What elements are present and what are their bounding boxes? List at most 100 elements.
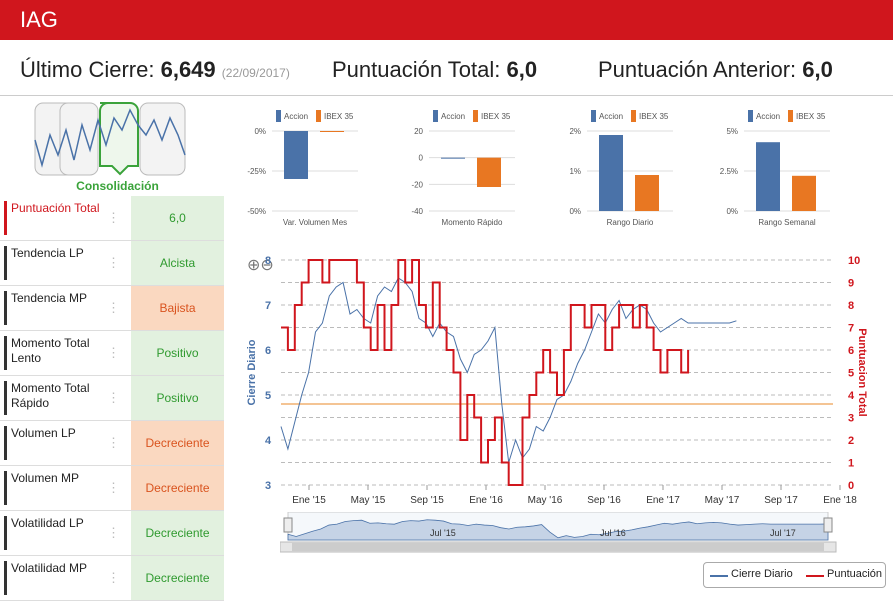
tick-label: 2.5% (720, 167, 738, 176)
legend-score[interactable]: Puntuación (827, 568, 883, 580)
main-chart: 0 1 2 3 4 5 6 7 8 9 10 3 4 5 6 7 8 Ene '15 May '15 Sep '15 E… (246, 255, 868, 505)
x-tick: Sep '17 (764, 495, 798, 505)
bar-ibex (792, 175, 816, 211)
legend-accion: Accion (599, 112, 623, 121)
indicator-value: Alcista (131, 241, 224, 285)
bar-accion (599, 135, 623, 211)
mini-chart-volume: Accion IBEX 35 0% -25% -50% Var. Volumen Mes (247, 110, 358, 227)
bar-ibex (320, 131, 344, 132)
info-icon[interactable]: ⋮ (107, 345, 120, 360)
indicator-label: Puntuación Total (4, 201, 104, 235)
legend-close[interactable]: Cierre Diario (731, 568, 793, 580)
indicator-row: Volatilidad LP ⋮ Decreciente (0, 511, 224, 556)
mini-chart-title: Rango Semanal (758, 218, 816, 227)
info-icon[interactable]: ⋮ (107, 255, 120, 270)
x-tick: May '17 (705, 495, 740, 505)
page-title: IAG (20, 7, 58, 32)
scrollbar-thumb (292, 543, 824, 551)
indicator-row: Volumen MP ⋮ Decreciente (0, 466, 224, 511)
y-axis-title: Cierre Diario (246, 339, 258, 405)
tick-label: 0% (569, 207, 581, 216)
x-tick: Sep '15 (410, 495, 444, 505)
legend-swatch-accion (433, 110, 438, 122)
info-icon[interactable]: ⋮ (107, 435, 120, 450)
tick-label: -20 (411, 180, 423, 189)
tick-label: 0% (726, 207, 738, 216)
y2-tick: 6 (848, 345, 854, 357)
tick-label: 5% (726, 127, 738, 136)
legend-line-close (710, 575, 728, 577)
y2-tick: 10 (848, 255, 860, 267)
indicator-label: Tendencia LP (4, 246, 104, 280)
legend-swatch-ibex (788, 110, 793, 122)
tick-label: 0% (254, 127, 266, 136)
indicator-label: Momento Total Lento (4, 336, 104, 370)
y2-tick: 5 (848, 368, 854, 380)
indicator-row: Momento Total Rápido ⋮ Positivo (0, 376, 224, 421)
zoom-controls: ⊕⊖ (247, 255, 274, 275)
info-icon[interactable]: ⋮ (107, 390, 120, 405)
legend-accion: Accion (756, 112, 780, 121)
indicator-row: Volumen LP ⋮ Decreciente (0, 421, 224, 466)
legend-ibex: IBEX 35 (481, 112, 511, 121)
navigator-handle-right (823, 517, 833, 533)
indicator-label: Tendencia MP (4, 291, 104, 325)
indicator-label: Volumen LP (4, 426, 104, 460)
tick-label: 0 (419, 154, 424, 163)
indicator-row: Tendencia LP ⋮ Alcista (0, 241, 224, 286)
indicator-row: Volatilidad MP ⋮ Decreciente (0, 556, 224, 601)
previous-score: Puntuación Anterior: 6,0 (598, 57, 833, 82)
navigator-area (287, 519, 829, 541)
y2-axis-title: Puntuacion Total (856, 328, 868, 416)
mini-chart-momentum: Accion IBEX 35 20 0 -20 -40 Momento Rápido (411, 110, 515, 227)
y-tick: 8 (265, 255, 271, 267)
indicator-label: Volumen MP (4, 471, 104, 505)
mini-chart-title: Momento Rápido (442, 218, 503, 227)
info-icon[interactable]: ⋮ (107, 300, 120, 315)
legend-line-score (806, 575, 824, 577)
total-score: Puntuación Total: 6,0 (332, 57, 538, 82)
navigator-label: Jul '16 (600, 528, 626, 538)
tick-label: -50% (247, 207, 266, 216)
indicator-value: Bajista (131, 286, 224, 330)
legend-accion: Accion (441, 112, 465, 121)
zoom-in-icon[interactable]: ⊕ (247, 257, 261, 274)
bar-accion (284, 131, 308, 179)
navigator[interactable]: Jul '15 Jul '16 Jul '17 (280, 512, 840, 556)
stage-label: Consolidación (76, 179, 159, 193)
indicator-label: Volatilidad LP (4, 516, 104, 550)
info-icon[interactable]: ⋮ (107, 210, 120, 225)
y-tick: 7 (265, 300, 271, 312)
x-tick: May '15 (351, 495, 386, 505)
info-icon[interactable]: ⋮ (107, 525, 120, 540)
x-tick: Ene '18 (823, 495, 857, 505)
y-tick: 3 (265, 480, 271, 492)
indicator-row: Tendencia MP ⋮ Bajista (0, 286, 224, 331)
series-score (281, 259, 690, 486)
bar-ibex (635, 175, 659, 211)
indicator-label: Volatilidad MP (4, 561, 104, 595)
indicator-value: Decreciente (131, 511, 224, 555)
navigator-handle-left (283, 517, 293, 533)
legend-swatch-ibex (631, 110, 636, 122)
y2-tick: 8 (848, 300, 854, 312)
tick-label: 20 (414, 127, 423, 136)
info-icon[interactable]: ⋮ (107, 480, 120, 495)
zoom-out-icon[interactable]: ⊖ (260, 257, 274, 274)
tick-label: -25% (247, 167, 266, 176)
y2-tick: 4 (848, 390, 855, 402)
y2-tick: 9 (848, 278, 854, 290)
y2-tick: 1 (848, 458, 854, 470)
tick-label: -40 (411, 207, 423, 216)
y2-tick: 7 (848, 323, 854, 335)
info-icon[interactable]: ⋮ (107, 570, 120, 585)
indicator-value: Decreciente (131, 466, 224, 510)
app-header: IAG (0, 0, 893, 40)
tick-label: 1% (569, 167, 581, 176)
bar-accion (441, 157, 465, 159)
indicator-value: Decreciente (131, 421, 224, 465)
x-tick: May '16 (528, 495, 563, 505)
mini-chart-title: Var. Volumen Mes (283, 218, 347, 227)
x-tick: Sep '16 (587, 495, 621, 505)
legend-swatch-accion (748, 110, 753, 122)
